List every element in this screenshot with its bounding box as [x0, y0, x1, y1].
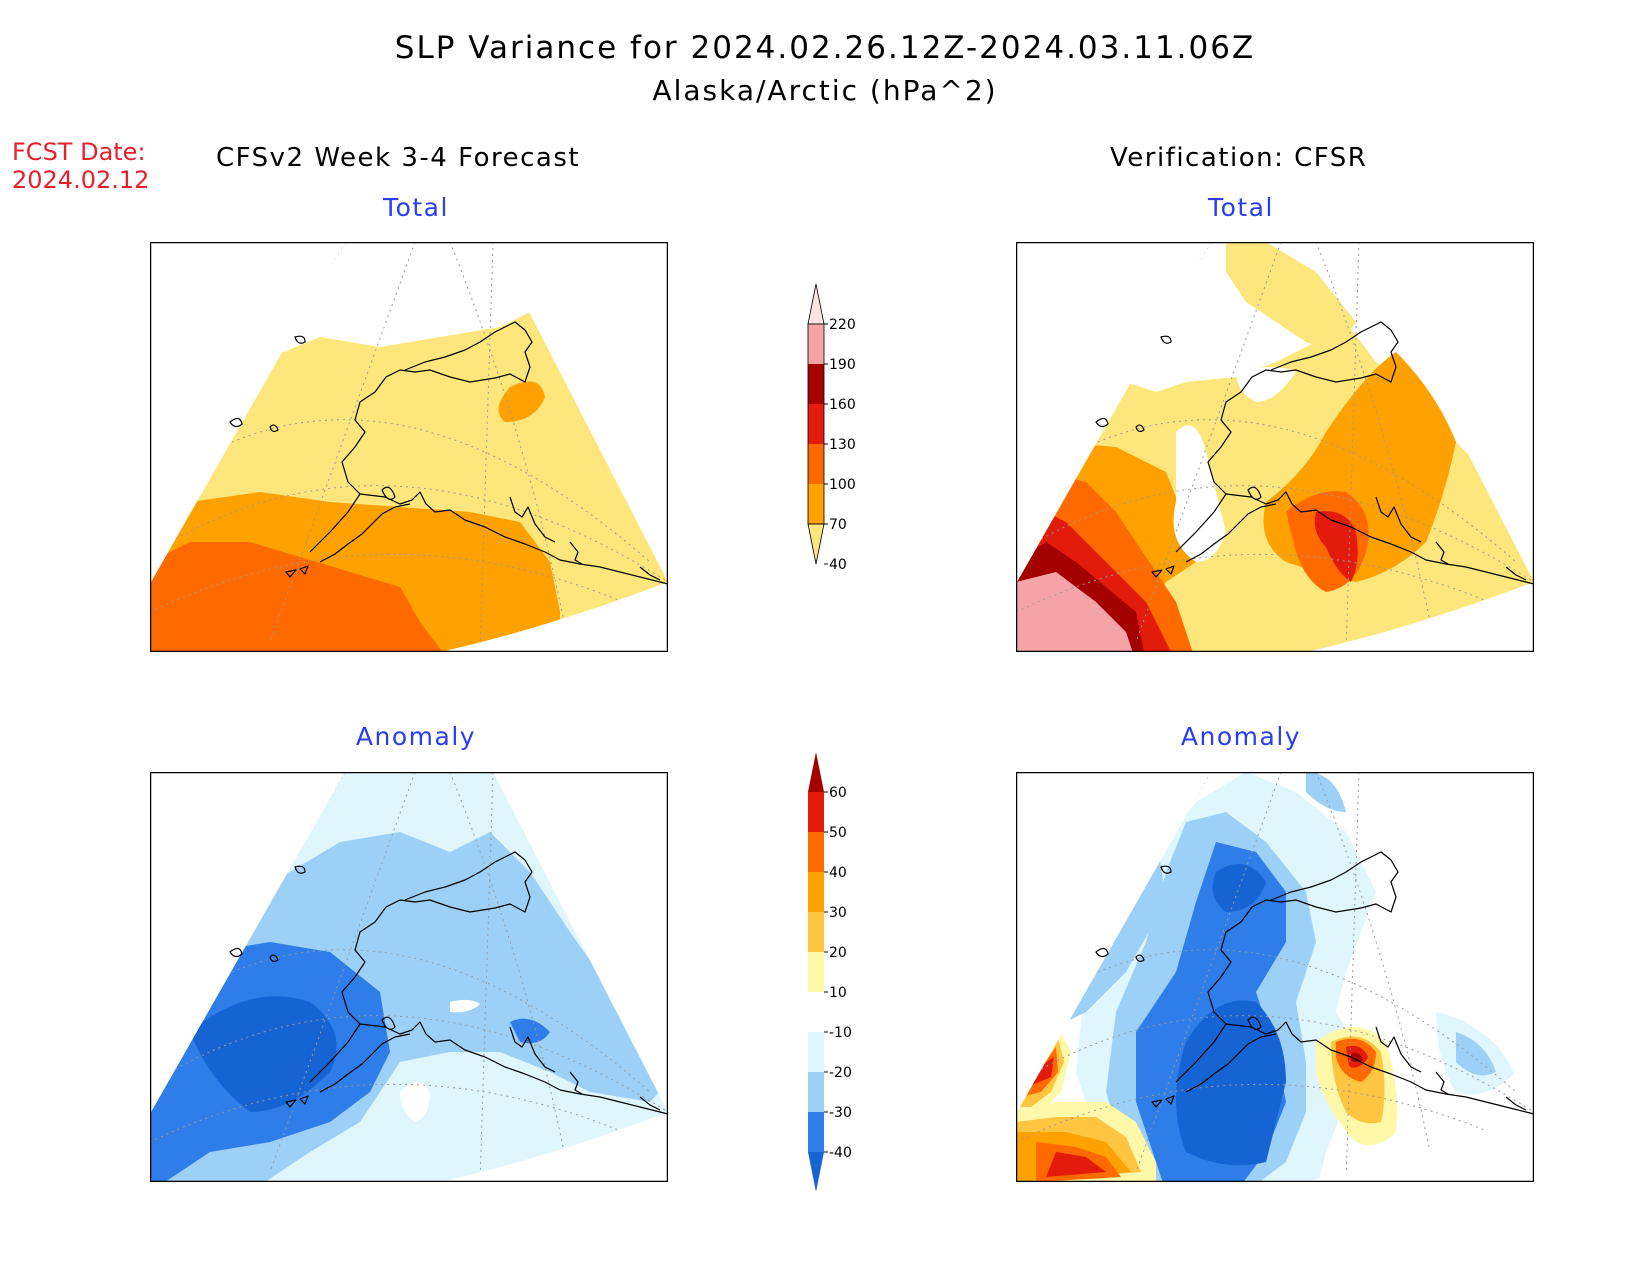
colorbar-swatch	[808, 484, 824, 524]
colorbar-top-arrow	[807, 283, 825, 325]
colorbar-tick-label: 50	[829, 825, 847, 841]
colorbar-tick-label: 190	[829, 357, 856, 373]
colorbar-swatch	[808, 404, 824, 444]
figure-subtitle: Alaska/Arctic (hPa^2)	[652, 74, 998, 107]
panel-title-verification-anomaly: Anomaly	[1180, 722, 1302, 751]
column-title-verification: Verification: CFSR	[1110, 143, 1368, 173]
colorbar-swatch	[808, 1112, 824, 1152]
colorbar-swatch	[808, 1032, 824, 1072]
colorbar-tick-label: 70	[829, 517, 847, 533]
colorbar-bottom-arrow	[807, 523, 825, 565]
colorbar-swatch	[808, 992, 824, 1032]
colorbar-anomaly: 60 50 40 30 20 10 -10 -20 -30 -40	[800, 752, 870, 1216]
colorbar-tick-label: 10	[829, 985, 847, 1001]
colorbar-tick-label: 100	[829, 477, 856, 493]
panel-title-forecast-total: Total	[383, 193, 449, 222]
fcst-date-value: 2024.02.12	[12, 166, 150, 194]
fcst-date-label: FCST Date:	[12, 138, 146, 166]
colorbar-swatch	[808, 872, 824, 912]
colorbar-swatch	[808, 364, 824, 404]
colorbar-tick-label: -30	[829, 1105, 852, 1121]
colorbar-tick-label: 160	[829, 397, 856, 413]
colorbar-swatch	[808, 1072, 824, 1112]
colorbar-bottom-arrow	[808, 1152, 824, 1192]
colorbar-tick-label: 30	[829, 905, 847, 921]
colorbar-tick-label: -20	[829, 1065, 852, 1081]
colorbar-swatch	[808, 952, 824, 992]
figure-title: SLP Variance for 2024.02.26.12Z-2024.03.…	[394, 30, 1256, 66]
colorbar-top-arrow	[808, 752, 824, 792]
panel-title-forecast-anomaly: Anomaly	[355, 722, 477, 751]
colorbar-tick-label: 60	[829, 785, 847, 801]
colorbar-tick-label: 40	[829, 865, 847, 881]
column-title-forecast: CFSv2 Week 3-4 Forecast	[216, 143, 581, 173]
verification-anomaly-map	[1016, 772, 1534, 1182]
colorbar-swatch	[808, 912, 824, 952]
colorbar-total: 220 190 160 130 100 70 40	[800, 283, 870, 618]
colorbar-tick-label: 40	[829, 557, 847, 573]
colorbar-swatch	[808, 444, 824, 484]
colorbar-swatch	[808, 324, 824, 364]
colorbar-swatch	[808, 832, 824, 872]
verification-total-map	[1016, 242, 1534, 652]
colorbar-outline	[807, 323, 825, 525]
colorbar-tick-label: 130	[829, 437, 856, 453]
forecast-total-map	[150, 242, 668, 652]
colorbar-anomaly-svg: 60 50 40 30 20 10 -10 -20 -30 -40	[808, 752, 852, 1192]
colorbar-tick-label: -40	[829, 1145, 852, 1161]
colorbar-tick-label: 20	[829, 945, 847, 961]
fcst-date-block: FCST Date: 2024.02.12	[12, 138, 149, 194]
forecast-anomaly-map	[150, 772, 668, 1182]
colorbar-swatch	[808, 792, 824, 832]
colorbar-total-svg: 220 190 160 130 100 70 40	[807, 283, 856, 573]
colorbar-tick-label: -10	[829, 1025, 852, 1041]
panel-title-verification-total: Total	[1208, 193, 1274, 222]
colorbar-tick-label: 220	[829, 317, 856, 333]
